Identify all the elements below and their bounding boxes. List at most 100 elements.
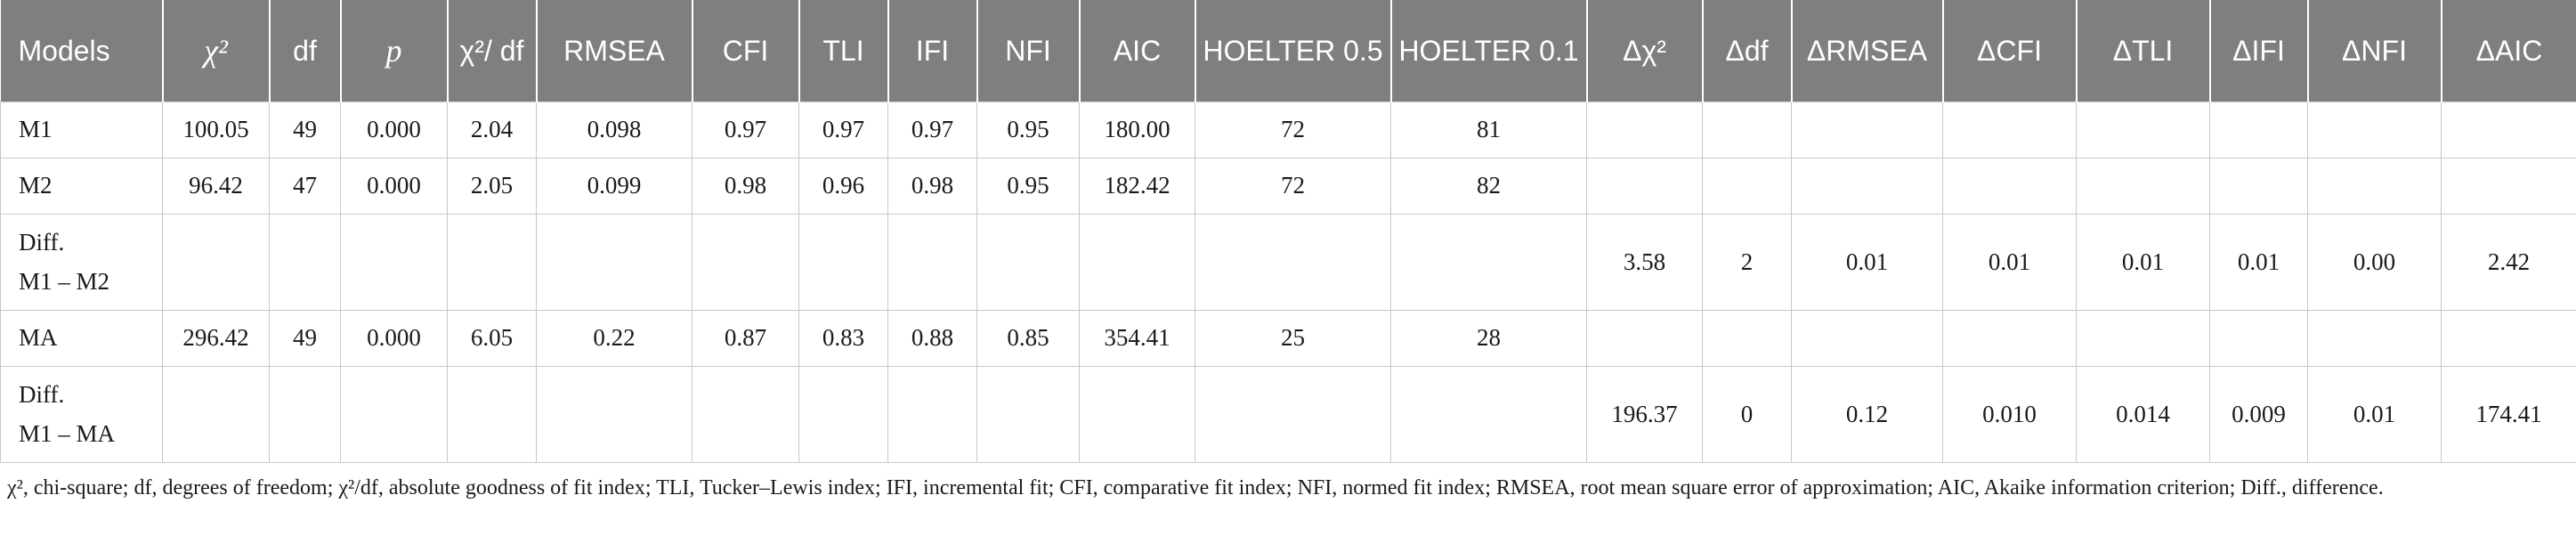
cell-delta-nfi — [2307, 157, 2442, 215]
cell-hoelter-01 — [1390, 365, 1587, 463]
table-body: M1 100.05 49 0.000 2.04 0.098 0.97 0.97 0.97 0.95… — [0, 101, 2576, 463]
cell-delta-chi-square — [1586, 157, 1703, 215]
cell-rmsea: 0.22 — [536, 309, 693, 367]
cell-p: 0.000 — [340, 157, 448, 215]
cell-delta-cfi: 0.01 — [1942, 213, 2077, 311]
cell-delta-ifi — [2209, 157, 2308, 215]
header-delta-df: Δdf — [1701, 0, 1792, 101]
cell-delta-ifi: 0.009 — [2209, 365, 2308, 463]
cell-delta-tli — [2076, 309, 2210, 367]
cell-hoelter-05 — [1195, 213, 1391, 311]
model-fit-table: Models χ² df p χ²/ df RMSEA CFI TLI IFI … — [0, 0, 2576, 463]
cell-rmsea: 0.099 — [536, 157, 693, 215]
cell-hoelter-05 — [1195, 365, 1391, 463]
cell-delta-aic: 2.42 — [2441, 213, 2576, 311]
cell-delta-df — [1702, 309, 1792, 367]
cell-cfi: 0.97 — [692, 101, 799, 158]
cell-df — [269, 365, 341, 463]
header-nfi: NFI — [976, 0, 1080, 101]
cell-delta-cfi — [1942, 101, 2077, 158]
cell-nfi: 0.85 — [976, 309, 1080, 367]
header-delta-rmsea: ΔRMSEA — [1790, 0, 1943, 101]
cell-delta-rmsea — [1791, 157, 1943, 215]
cell-delta-nfi: 0.00 — [2307, 213, 2442, 311]
header-delta-aic: ΔAIC — [2440, 0, 2576, 101]
cell-hoelter-05: 25 — [1195, 309, 1391, 367]
header-cfi: CFI — [691, 0, 799, 101]
cell-delta-aic — [2441, 309, 2576, 367]
table-row: M2 96.42 47 0.000 2.05 0.099 0.98 0.96 0.98 0.95 1… — [0, 157, 2576, 215]
table-row: Diff. M1 – M2 3.58 2 0.01 0.01 0.01 0.01 0.00 2.4… — [0, 213, 2576, 311]
cell-delta-nfi: 0.01 — [2307, 365, 2442, 463]
cell-nfi — [976, 213, 1080, 311]
cell-nfi — [976, 365, 1080, 463]
cell-delta-chi-square: 196.37 — [1586, 365, 1703, 463]
table-footnote: χ², chi-square; df, degrees of freedom; … — [7, 476, 2384, 499]
cell-delta-tli: 0.014 — [2076, 365, 2210, 463]
header-hoelter-05: HOELTER 0.5 — [1194, 0, 1391, 101]
cell-hoelter-01: 82 — [1390, 157, 1587, 215]
cell-df: 49 — [269, 309, 341, 367]
cell-p — [340, 365, 448, 463]
row-label: MA — [0, 309, 163, 367]
header-aic: AIC — [1078, 0, 1195, 101]
cell-delta-tli: 0.01 — [2076, 213, 2210, 311]
cell-delta-nfi — [2307, 309, 2442, 367]
cell-aic: 182.42 — [1079, 157, 1195, 215]
cell-delta-rmsea: 0.12 — [1791, 365, 1943, 463]
cell-nfi: 0.95 — [976, 101, 1080, 158]
cell-p: 0.000 — [340, 101, 448, 158]
row-label-line2: M1 – M2 — [19, 268, 110, 295]
cell-delta-chi-square: 3.58 — [1586, 213, 1703, 311]
header-chi-square: χ² — [161, 0, 270, 101]
row-label: M1 — [0, 101, 163, 158]
cell-chi-square: 100.05 — [162, 101, 270, 158]
header-row: Models χ² df p χ²/ df RMSEA CFI TLI IFI … — [0, 0, 2576, 101]
row-label: M2 — [0, 157, 163, 215]
cell-tli: 0.97 — [798, 101, 888, 158]
cell-ifi — [887, 365, 977, 463]
cell-chi-square — [162, 365, 270, 463]
cell-delta-cfi: 0.010 — [1942, 365, 2077, 463]
cell-delta-cfi — [1942, 157, 2077, 215]
cell-cfi: 0.98 — [692, 157, 799, 215]
cell-delta-aic — [2441, 157, 2576, 215]
cell-p — [340, 213, 448, 311]
cell-delta-df — [1702, 157, 1792, 215]
cell-chi-square-df: 2.05 — [447, 157, 537, 215]
cell-ifi: 0.88 — [887, 309, 977, 367]
cell-aic — [1079, 365, 1195, 463]
cell-nfi: 0.95 — [976, 157, 1080, 215]
cell-cfi — [692, 365, 799, 463]
cell-hoelter-01 — [1390, 213, 1587, 311]
row-label-text: M2 — [19, 172, 53, 199]
cell-delta-aic: 174.41 — [2441, 365, 2576, 463]
cell-ifi: 0.98 — [887, 157, 977, 215]
cell-df — [269, 213, 341, 311]
table-row: MA 296.42 49 0.000 6.05 0.22 0.87 0.83 0.88 0.85 3… — [0, 309, 2576, 367]
header-df: df — [268, 0, 341, 101]
cell-tli: 0.83 — [798, 309, 888, 367]
row-label-text: MA — [19, 324, 58, 351]
cell-chi-square: 96.42 — [162, 157, 270, 215]
cell-hoelter-05: 72 — [1195, 101, 1391, 158]
row-label-text: M1 — [19, 116, 53, 142]
cell-rmsea — [536, 365, 693, 463]
cell-delta-nfi — [2307, 101, 2442, 158]
cell-delta-ifi — [2209, 309, 2308, 367]
cell-chi-square-df: 2.04 — [447, 101, 537, 158]
row-label: Diff. M1 – M2 — [0, 213, 163, 311]
header-chi-square-df: χ²/ df — [446, 0, 537, 101]
cell-ifi — [887, 213, 977, 311]
header-rmsea: RMSEA — [535, 0, 693, 101]
cell-delta-df: 0 — [1702, 365, 1792, 463]
cell-chi-square-df — [447, 213, 537, 311]
table-row: M1 100.05 49 0.000 2.04 0.098 0.97 0.97 0.97 0.95… — [0, 101, 2576, 158]
header-delta-nfi: ΔNFI — [2306, 0, 2442, 101]
cell-delta-df: 2 — [1702, 213, 1792, 311]
cell-chi-square: 296.42 — [162, 309, 270, 367]
cell-delta-df — [1702, 101, 1792, 158]
cell-cfi — [692, 213, 799, 311]
cell-df: 47 — [269, 157, 341, 215]
cell-tli — [798, 365, 888, 463]
